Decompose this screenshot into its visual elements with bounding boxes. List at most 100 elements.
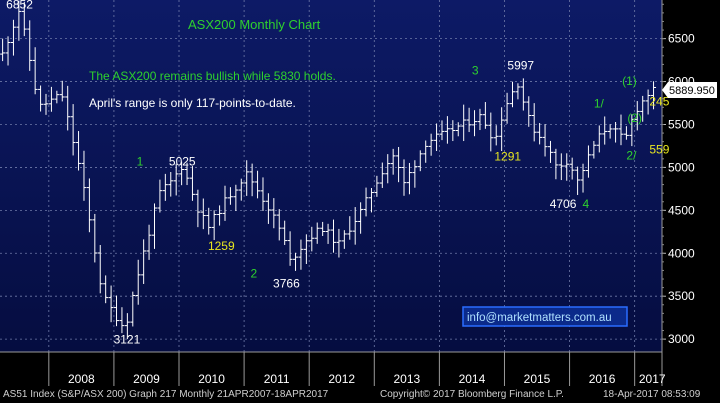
- ohlc-bar: [461, 104, 467, 142]
- ohlc-bar: [575, 166, 581, 195]
- ohlc-bar: [59, 80, 65, 102]
- ohlc-bar: [287, 231, 293, 266]
- ohlc-bar: [43, 93, 49, 115]
- annotation-label: 6852: [6, 0, 33, 11]
- ohlc-bar: [585, 145, 591, 178]
- ohlc-bar: [466, 107, 472, 133]
- annotation-label: 3766: [273, 277, 300, 291]
- chart-subtitle: The ASX200 remains bullish while 5830 ho…: [89, 69, 336, 83]
- ohlc-bar: [200, 198, 206, 230]
- x-axis: 2008 2009 2010 2011 2012 2013 2014 2015 2016 2017: [0, 351, 666, 386]
- y-tick-label: 5000: [668, 160, 695, 174]
- ohlc-bar: [542, 124, 548, 157]
- ohlc-bar: [504, 92, 510, 124]
- grid-lines: [0, 0, 662, 352]
- x-tick-label: 2012: [328, 372, 355, 386]
- ohlc-bar: [645, 89, 651, 115]
- ohlc-bar: [16, 0, 22, 41]
- ohlc-bar: [477, 108, 483, 131]
- ohlc-bar: [401, 159, 407, 196]
- ohlc-bar: [141, 239, 147, 284]
- annotation-label: 5997: [507, 59, 534, 73]
- ohlc-bar: [21, 1, 27, 37]
- ohlc-bar: [38, 85, 44, 112]
- ohlc-bar: [634, 101, 640, 131]
- ohlc-bar: [352, 207, 358, 245]
- ohlc-bar: [124, 313, 130, 340]
- ohlc-bar: [591, 140, 597, 159]
- ohlc-bar: [81, 150, 87, 201]
- ohlc-bar: [65, 85, 71, 131]
- ohlc-bar: [493, 125, 499, 146]
- annotation-label: (1): [622, 74, 637, 88]
- annotation-label: 2: [251, 266, 258, 280]
- ohlc-bar: [455, 122, 461, 137]
- ohlc-bar: [32, 47, 38, 95]
- ohlc-bar: [629, 114, 635, 147]
- x-tick-label: 2013: [393, 372, 420, 386]
- ohlc-bar: [406, 162, 412, 195]
- ohlc-bar: [10, 19, 16, 56]
- annotation-label: 1259: [208, 239, 235, 253]
- ohlc-bar: [330, 219, 336, 253]
- ohlc-bar: [5, 36, 11, 66]
- ohlc-bar: [70, 104, 76, 156]
- ohlc-bar: [385, 154, 391, 184]
- annotation-label: 5025: [169, 154, 196, 168]
- annotation-label: 1291: [494, 150, 521, 164]
- x-tick-label: 2016: [589, 372, 616, 386]
- annotation-label: 1/: [594, 96, 605, 110]
- x-tick-label: 2014: [459, 372, 486, 386]
- ohlc-bar: [580, 163, 586, 193]
- ohlc-bar: [363, 187, 369, 217]
- ohlc-bar: [510, 81, 516, 108]
- ohlc-bar: [217, 205, 223, 226]
- ohlc-bar: [157, 179, 163, 213]
- chart-title: ASX200 Monthly Chart: [188, 17, 321, 32]
- ohlc-bar: [260, 177, 266, 212]
- ohlc-bar: [48, 86, 54, 112]
- x-tick-label: 2010: [198, 372, 225, 386]
- ohlc-bar: [439, 120, 445, 141]
- ohlc-bar: [179, 161, 185, 186]
- ohlc-bar: [162, 173, 168, 201]
- ohlc-bar: [450, 120, 456, 142]
- ohlc-bar: [54, 90, 60, 104]
- ohlc-bar: [623, 126, 629, 140]
- ohlc-bar: [233, 184, 239, 212]
- annotation-label: 2/: [626, 149, 637, 163]
- y-tick-label: 4000: [668, 246, 695, 260]
- ohlc-bar: [396, 146, 402, 183]
- ohlc-bar: [320, 221, 326, 237]
- ohlc-bar: [92, 213, 98, 263]
- ohlc-bar: [151, 203, 157, 249]
- ohlc-bar: [515, 83, 521, 100]
- ohlc-bar: [482, 102, 488, 129]
- x-tick-label: 2011: [264, 372, 290, 386]
- ohlc-bar: [640, 95, 646, 122]
- x-tick-label: 2015: [524, 372, 551, 386]
- price-bars: [0, 0, 657, 340]
- ohlc-bar: [423, 140, 429, 163]
- annotation-label: 4706: [550, 197, 577, 211]
- ohlc-bar: [276, 209, 282, 241]
- annotation-label: 559: [649, 143, 669, 157]
- ohlc-bar: [108, 285, 114, 323]
- annotation-label: 3121: [114, 332, 141, 346]
- ohlc-bar: [412, 160, 418, 188]
- ohlc-bar: [520, 78, 526, 111]
- y-tick-label: 5500: [668, 117, 695, 131]
- ohlc-bar: [146, 224, 152, 260]
- ohlc-bar: [341, 230, 347, 249]
- annotation-label: 1: [137, 155, 144, 169]
- ohlc-bar: [271, 198, 277, 229]
- ohlc-bar: [255, 170, 261, 199]
- ohlc-bar: [282, 220, 288, 245]
- footer-timestamp: 18-Apr-2017 08:53:09: [603, 389, 701, 400]
- watermark-box[interactable]: info@marketmatters.com.au: [462, 306, 628, 327]
- ohlc-bar: [86, 178, 92, 233]
- ohlc-bar: [309, 226, 315, 252]
- ohlc-bar: [499, 107, 505, 151]
